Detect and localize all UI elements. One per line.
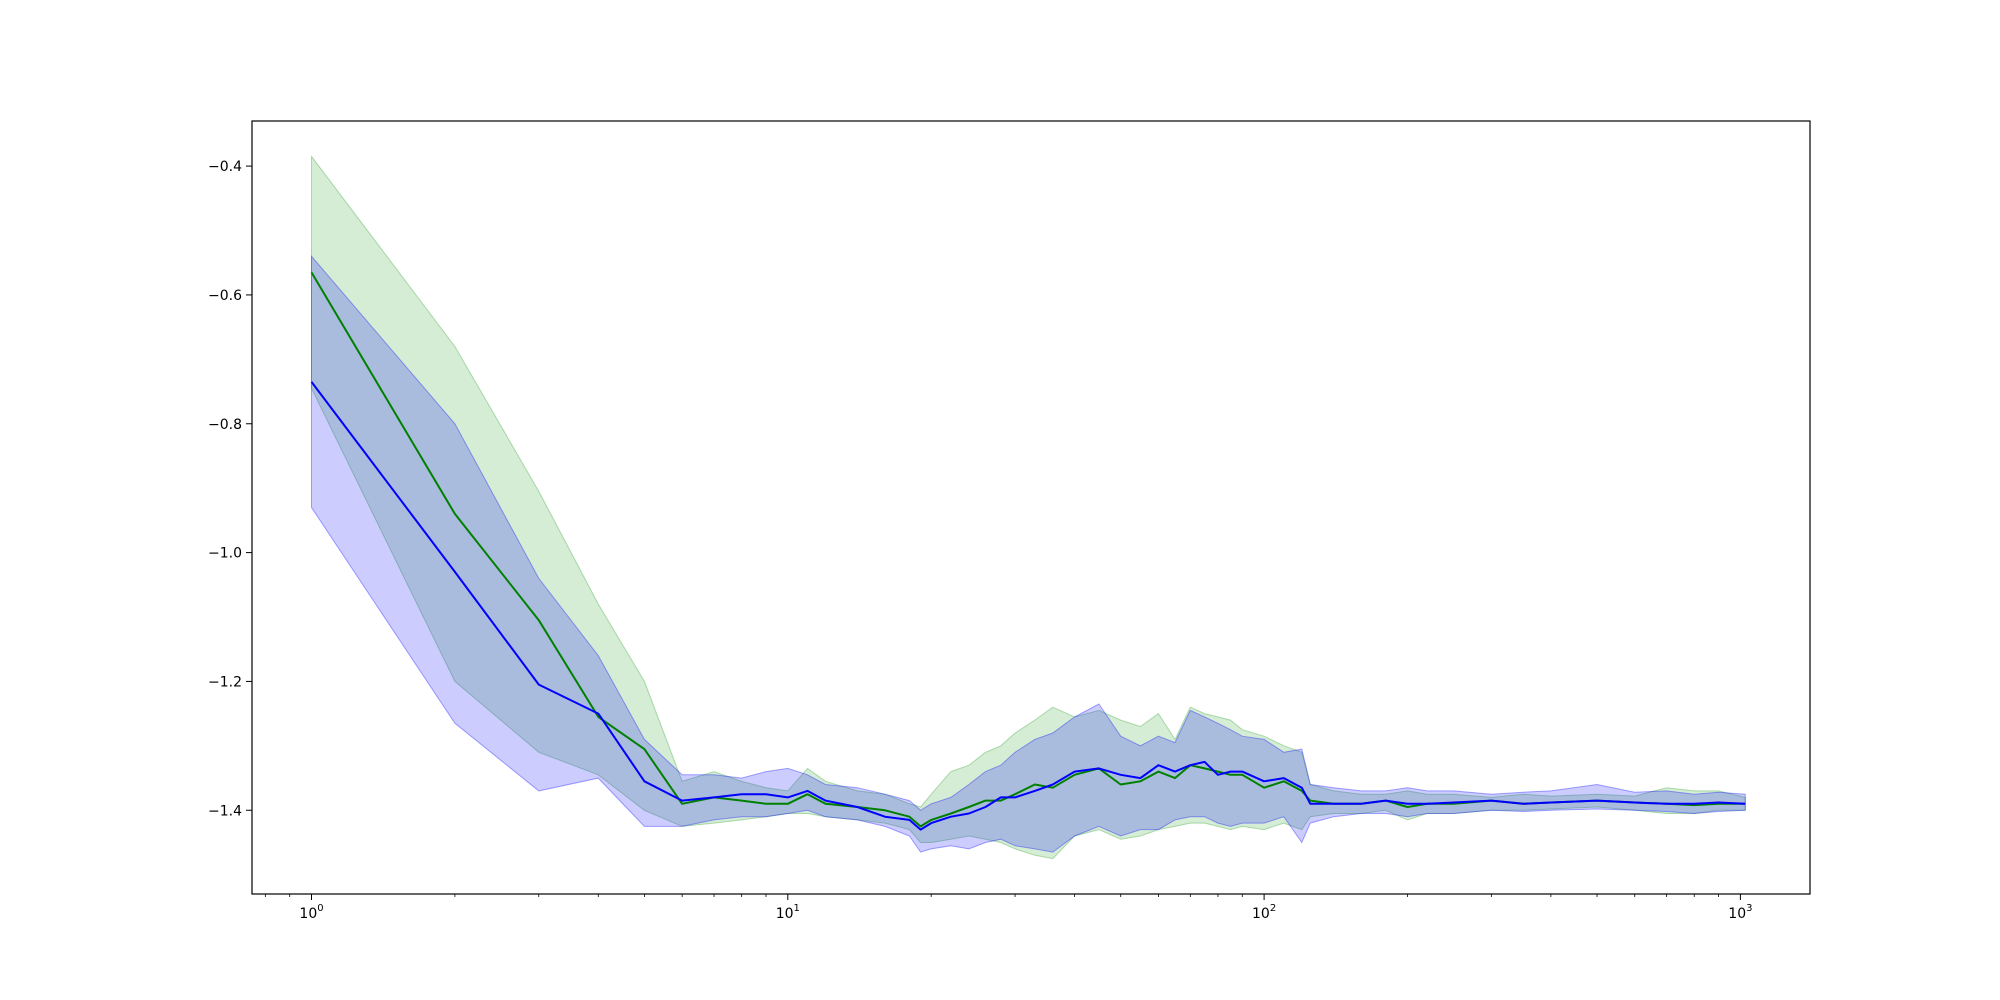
x-tick-label: 103 xyxy=(1728,903,1752,922)
series-lines xyxy=(310,271,1746,831)
x-tick-exponent: 2 xyxy=(1270,903,1276,914)
confidence-bands xyxy=(311,154,1746,860)
series-0-line xyxy=(310,271,1746,828)
x-tick-exponent: 0 xyxy=(317,903,323,914)
y-axis: −0.4 −0.6 −0.8 −1.0 −1.2 −1.4 xyxy=(208,159,252,819)
y-tick-label: −1.0 xyxy=(208,546,242,562)
x-tick-label: 101 xyxy=(776,903,800,922)
x-tick-base: 10 xyxy=(299,906,317,922)
x-tick-base: 10 xyxy=(1252,906,1270,922)
y-tick-label: −1.2 xyxy=(208,674,242,690)
x-tick-label: 100 xyxy=(299,903,323,922)
y-tick-label: −0.8 xyxy=(208,417,242,433)
x-tick-exponent: 3 xyxy=(1746,903,1752,914)
series-1-band xyxy=(311,254,1746,853)
x-tick-base: 10 xyxy=(1728,906,1746,922)
series-1-line xyxy=(310,381,1746,831)
series-0-band xyxy=(311,154,1746,860)
x-tick-base: 10 xyxy=(776,906,794,922)
x-axis: 100 101 102 103 xyxy=(264,894,1753,922)
y-tick-label: −0.4 xyxy=(208,159,242,175)
x-tick-exponent: 1 xyxy=(794,903,800,914)
y-tick-label: −0.6 xyxy=(208,288,242,304)
y-tick-label: −1.4 xyxy=(208,803,242,819)
plot-frame xyxy=(251,120,1811,895)
x-tick-label: 102 xyxy=(1252,903,1276,922)
